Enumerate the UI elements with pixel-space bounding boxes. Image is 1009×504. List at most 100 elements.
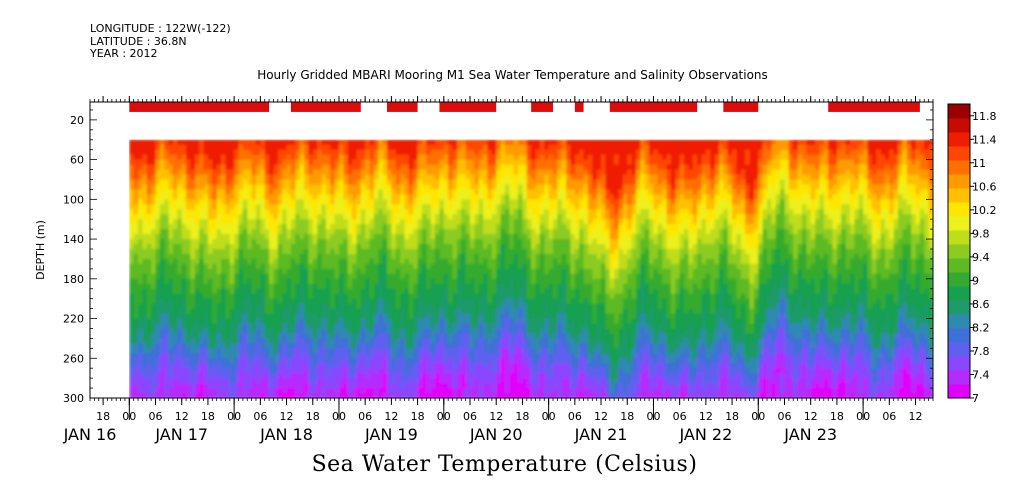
heatmap-cell [456, 333, 462, 340]
heatmap-cell [277, 174, 283, 181]
heatmap-cell [221, 278, 227, 285]
heatmap-cell [478, 219, 484, 225]
heatmap-cell [518, 298, 524, 305]
heatmap-cell [247, 253, 253, 260]
heatmap-cell [452, 169, 458, 176]
heatmap-cell [159, 189, 165, 195]
heatmap-cell [456, 164, 462, 171]
heatmap-cell [417, 328, 423, 335]
heatmap-cell [470, 348, 475, 354]
heatmap-cell [242, 189, 248, 195]
heatmap-cell [216, 353, 222, 359]
heatmap-cell [146, 219, 152, 225]
heatmap-cell [338, 358, 344, 364]
heatmap-cell [470, 388, 475, 394]
heatmap-cell [408, 303, 414, 310]
heatmap-cell [544, 373, 550, 379]
heatmap-cell [413, 343, 419, 349]
heatmap-cell [181, 318, 187, 325]
heatmap-cell [142, 328, 148, 335]
heatmap-cell [496, 383, 502, 389]
heatmap-cell [430, 308, 436, 315]
heatmap-cell [277, 219, 283, 225]
heatmap-cell [518, 368, 524, 374]
heatmap-cell [282, 328, 288, 335]
heatmap-cell [518, 164, 524, 171]
heatmap-cell [360, 149, 366, 156]
heatmap-cell [360, 179, 366, 186]
heatmap-cell [426, 219, 432, 225]
heatmap-cell [518, 278, 524, 285]
heatmap-cell [317, 323, 323, 330]
heatmap-cell [439, 358, 445, 364]
heatmap-cell [129, 159, 135, 166]
heatmap-cell [404, 268, 410, 275]
heatmap-cell [199, 204, 205, 210]
heatmap-cell [421, 393, 427, 398]
heatmap-cell [229, 363, 235, 369]
heatmap-cell [229, 353, 235, 359]
heatmap-cell [321, 149, 327, 156]
heatmap-cell [439, 378, 445, 384]
heatmap-cell [452, 154, 458, 161]
heatmap-cell [282, 298, 288, 305]
heatmap-cell [544, 348, 550, 354]
heatmap-cell [382, 308, 388, 315]
heatmap-cell [391, 184, 397, 191]
heatmap-cell [421, 333, 427, 340]
heatmap-cell [260, 253, 266, 260]
heatmap-cell [526, 378, 532, 384]
heatmap-cell [338, 268, 344, 275]
heatmap-cell [194, 278, 200, 285]
heatmap-cell [282, 378, 288, 384]
heatmap-cell [164, 303, 170, 310]
heatmap-cell [413, 154, 419, 161]
heatmap-cell [443, 139, 449, 146]
heatmap-cell [443, 164, 449, 171]
heatmap-cell [282, 159, 288, 166]
heatmap-cell [487, 149, 493, 156]
heatmap-cell [417, 278, 423, 285]
heatmap-cell [225, 338, 231, 344]
heatmap-cell [295, 358, 301, 364]
heatmap-cell [347, 199, 353, 205]
heatmap-cell [317, 234, 323, 240]
heatmap-cell [443, 253, 449, 260]
heatmap-cell [509, 393, 515, 398]
heatmap-cell [146, 199, 152, 205]
heatmap-cell [487, 164, 493, 171]
heatmap-cell [273, 263, 279, 270]
heatmap-cell [347, 239, 353, 245]
heatmap-cell [325, 253, 331, 260]
heatmap-cell [430, 283, 436, 290]
heatmap-cell [308, 348, 314, 354]
heatmap-cell [426, 174, 432, 181]
heatmap-cell [172, 268, 178, 275]
heatmap-cell [138, 308, 144, 315]
heatmap-cell [194, 353, 200, 359]
heatmap-cell [295, 258, 301, 265]
heatmap-cell [343, 298, 349, 305]
heatmap-cell [448, 229, 454, 235]
heatmap-cell [238, 199, 244, 205]
heatmap-cell [404, 164, 410, 171]
heatmap-cell [369, 338, 375, 344]
heatmap-cell [229, 189, 235, 195]
heatmap-cell [225, 383, 231, 389]
heatmap-cell [212, 343, 218, 349]
heatmap-cell [448, 244, 454, 250]
heatmap-cell [343, 154, 349, 161]
heatmap-cell [312, 383, 318, 389]
heatmap-cell [308, 323, 314, 330]
heatmap-cell [496, 199, 502, 205]
heatmap-cell [448, 234, 454, 240]
heatmap-cell [129, 249, 135, 255]
heatmap-cell [177, 298, 183, 305]
heatmap-cell [330, 383, 336, 389]
heatmap-cell [426, 318, 432, 325]
heatmap-cell [456, 263, 462, 270]
heatmap-cell [155, 388, 161, 394]
heatmap-cell [186, 293, 192, 300]
heatmap-cell [509, 234, 515, 240]
heatmap-cell [478, 224, 484, 230]
